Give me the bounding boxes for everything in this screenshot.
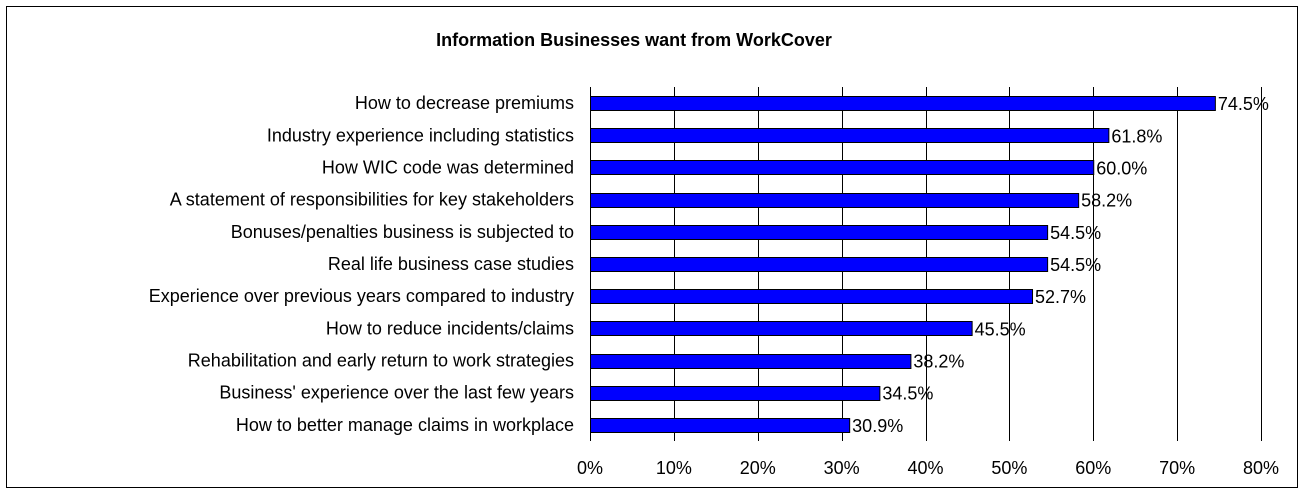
bar (590, 386, 881, 401)
chart-frame: Information Businesses want from WorkCov… (6, 6, 1298, 488)
category-label: Business' experience over the last few y… (219, 383, 574, 403)
bar (590, 193, 1080, 208)
data-label: 74.5% (1218, 94, 1269, 114)
bar (590, 128, 1110, 143)
category-label: How to decrease premiums (355, 93, 574, 113)
category-label: How to better manage claims in workplace (236, 415, 574, 435)
bar (590, 160, 1095, 175)
bar (590, 225, 1049, 240)
data-label: 34.5% (882, 384, 933, 404)
x-tick-label: 10% (656, 458, 692, 478)
bar (590, 96, 1216, 111)
category-label: Real life business case studies (328, 254, 574, 274)
data-label: 45.5% (975, 319, 1026, 339)
x-tick-label: 50% (991, 458, 1027, 478)
category-labels: How to decrease premiums Industry experie… (149, 93, 574, 435)
x-tick-label: 0% (577, 458, 603, 478)
data-label: 38.2% (913, 352, 964, 372)
data-label: 54.5% (1050, 255, 1101, 275)
bar (590, 289, 1034, 304)
x-tick-label: 60% (1075, 458, 1111, 478)
chart-title: Information Businesses want from WorkCov… (436, 30, 832, 50)
data-label: 58.2% (1081, 191, 1132, 211)
category-label: A statement of responsibilities for key … (170, 190, 574, 210)
x-tick-label: 80% (1243, 458, 1279, 478)
data-label: 52.7% (1035, 287, 1086, 307)
bar-chart: Information Businesses want from WorkCov… (149, 30, 1279, 478)
category-label: Experience over previous years compared … (149, 286, 574, 306)
x-tick-label: 30% (824, 458, 860, 478)
data-label: 61.8% (1111, 126, 1162, 146)
data-label: 30.9% (852, 416, 903, 436)
data-label: 60.0% (1096, 158, 1147, 178)
category-label: Bonuses/penalties business is subjected … (231, 222, 574, 242)
category-label: How to reduce incidents/claims (326, 318, 574, 338)
category-label: How WIC code was determined (322, 157, 574, 177)
data-labels: 74.5% 61.8% 60.0% 58.2% 54.5% 54.5% 52.7% 45.5%… (852, 94, 1269, 436)
x-tick-label: 70% (1159, 458, 1195, 478)
x-tick-label: 40% (907, 458, 943, 478)
category-label: Industry experience including statistics (267, 125, 574, 145)
bar (590, 257, 1049, 272)
x-axis-tick-labels: 0% 10% 20% 30% 40% 50% 60% 70% 80% (577, 458, 1279, 478)
bar (590, 354, 912, 369)
bar (590, 418, 851, 433)
category-label: Rehabilitation and early return to work … (188, 351, 574, 371)
bars (590, 96, 1216, 433)
bar (590, 321, 973, 336)
data-label: 54.5% (1050, 223, 1101, 243)
x-tick-label: 20% (740, 458, 776, 478)
